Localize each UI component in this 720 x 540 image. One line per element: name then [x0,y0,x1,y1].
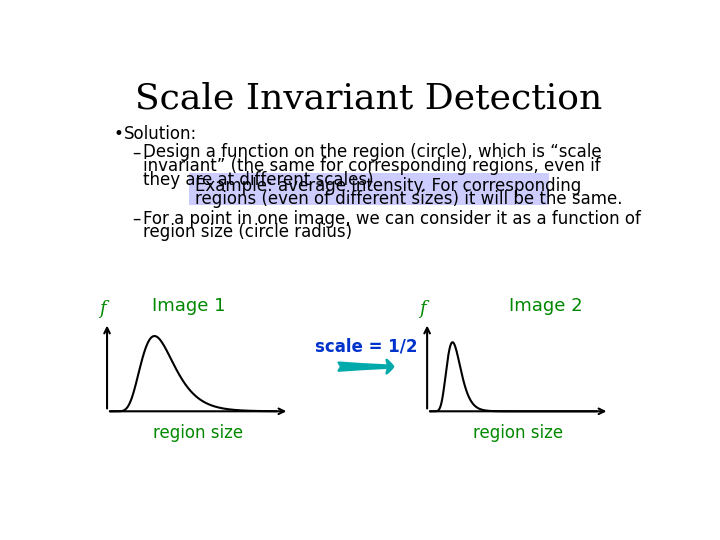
Text: invariant” (the same for corresponding regions, even if: invariant” (the same for corresponding r… [143,157,600,175]
Text: regions (even of different sizes) it will be the same.: regions (even of different sizes) it wil… [194,190,622,207]
Text: •: • [113,125,123,143]
Text: Scale Invariant Detection: Scale Invariant Detection [135,82,603,116]
Text: f: f [419,300,426,318]
Text: Image 1: Image 1 [152,297,226,315]
Text: region size (circle radius): region size (circle radius) [143,224,352,241]
Text: Image 2: Image 2 [509,297,582,315]
Text: Solution:: Solution: [124,125,197,143]
Text: Design a function on the region (circle), which is “scale: Design a function on the region (circle)… [143,143,601,161]
Text: –: – [132,210,141,227]
Text: f: f [99,300,106,318]
Text: Example: average intensity. For corresponding: Example: average intensity. For correspo… [194,177,581,195]
FancyBboxPatch shape [189,173,549,205]
Text: scale = 1/2: scale = 1/2 [315,338,417,356]
Text: region size: region size [153,423,243,442]
Text: region size: region size [473,423,563,442]
Text: For a point in one image, we can consider it as a function of: For a point in one image, we can conside… [143,210,641,227]
Text: –: – [132,143,141,161]
Text: they are at different scales): they are at different scales) [143,171,374,189]
